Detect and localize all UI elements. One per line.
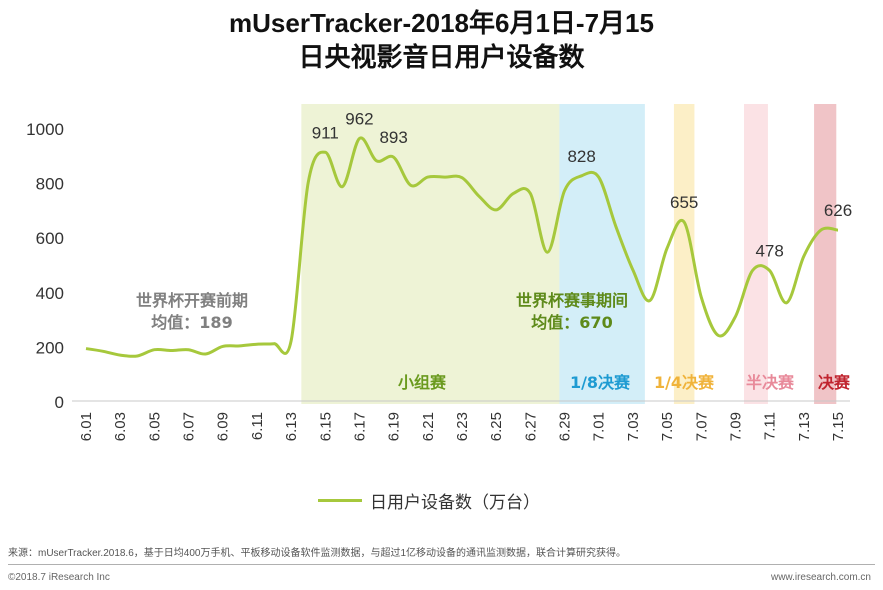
y-tick-label-3: 600 [36, 229, 64, 248]
data-label-893: 893 [379, 128, 407, 147]
data-label-911: 911 [312, 123, 339, 142]
x-tick-label-16: 7.03 [625, 412, 642, 441]
phase-label-3: 1/4决赛 [654, 373, 715, 392]
x-tick-label-9: 6.19 [386, 412, 403, 441]
x-tick-label-19: 7.09 [727, 412, 744, 441]
x-tick-label-13: 6.27 [522, 412, 539, 441]
data-label-828: 828 [567, 147, 595, 166]
x-tick-label-20: 7.11 [762, 412, 779, 440]
title-line-1: mUserTracker-2018年6月1日-7月15 [229, 8, 654, 38]
phase-band-4 [744, 104, 768, 404]
x-tick-label-12: 6.25 [488, 412, 505, 441]
x-tick-label-10: 6.21 [420, 412, 437, 441]
annotation-2-line-2: 均值：670 [531, 313, 612, 332]
legend-label: 日用户设备数（万台） [370, 493, 540, 512]
y-tick-label-0: 0 [55, 393, 64, 412]
data-label-626: 626 [824, 201, 852, 220]
annotation-2-line-1: 世界杯赛事期间 [516, 291, 628, 310]
phase-label-1: 小组赛 [398, 373, 447, 392]
y-tick-label-4: 800 [36, 175, 64, 194]
phase-label-4: 半决赛 [746, 373, 795, 392]
phase-band-2 [559, 104, 645, 404]
copyright: ©2018.7 iResearch Inc [8, 572, 110, 583]
series-line [85, 136, 839, 358]
x-tick-label-7: 6.15 [317, 412, 334, 441]
y-tick-label-1: 200 [36, 338, 64, 357]
x-tick-label-0: 6.01 [78, 412, 95, 441]
x-tick-label-22: 7.15 [830, 412, 847, 441]
chart-title: mUserTracker-2018年6月1日-7月15 日央视影音日用户设备数 [0, 6, 883, 74]
x-tick-label-18: 7.07 [693, 412, 710, 441]
phase-label-5: 决赛 [818, 373, 851, 392]
data-label-655: 655 [670, 193, 698, 212]
x-tick-label-6: 6.13 [283, 412, 300, 441]
website: www.iresearch.com.cn [770, 572, 871, 583]
x-tick-label-1: 6.03 [112, 412, 129, 441]
data-label-478: 478 [755, 242, 783, 261]
x-tick-label-4: 6.09 [215, 412, 232, 441]
source-note: 来源：mUserTracker.2018.6，基于日均400万手机、平板移动设备… [8, 548, 627, 559]
x-tick-label-17: 7.05 [659, 412, 676, 441]
y-tick-label-2: 400 [36, 284, 64, 303]
phase-band-1 [301, 104, 560, 404]
title-line-2: 日央视影音日用户设备数 [298, 42, 585, 72]
data-label-962: 962 [345, 109, 373, 128]
phase-band-3 [673, 104, 695, 404]
phase-band-5 [814, 104, 837, 404]
x-tick-label-11: 6.23 [454, 412, 471, 441]
x-tick-label-21: 7.13 [796, 412, 813, 441]
x-tick-label-5: 6.11 [249, 412, 266, 440]
x-tick-label-2: 6.05 [146, 412, 163, 441]
legend-swatch [318, 499, 362, 502]
annotation-1-line-1: 世界杯开赛前期 [136, 291, 248, 310]
x-tick-label-14: 6.29 [557, 412, 574, 441]
x-tick-label-15: 7.01 [591, 412, 608, 441]
annotation-1-line-2: 均值：189 [151, 313, 232, 332]
legend: 日用户设备数（万台） [318, 488, 540, 513]
y-tick-label-5: 1000 [26, 120, 64, 139]
footer-divider [8, 564, 875, 565]
x-tick-label-8: 6.17 [351, 412, 368, 441]
phase-label-2: 1/8决赛 [570, 373, 631, 392]
x-tick-label-3: 6.07 [181, 412, 198, 441]
